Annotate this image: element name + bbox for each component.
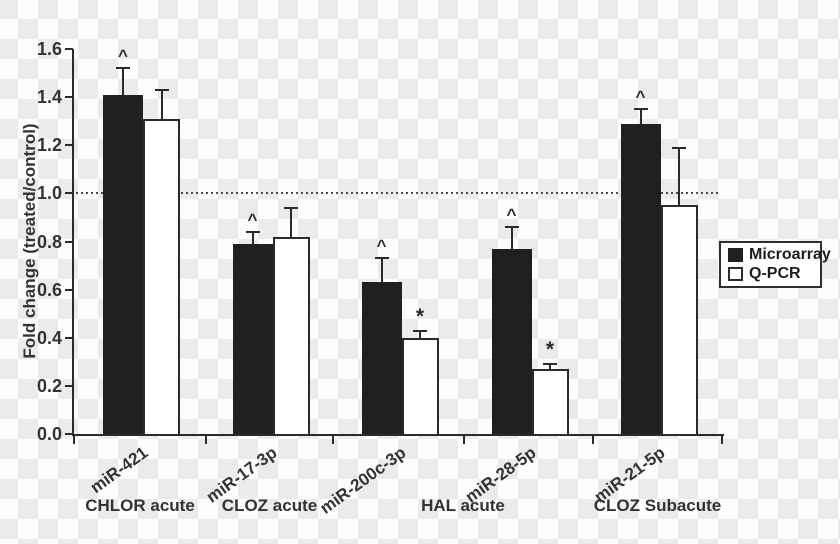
error-bar-stem bbox=[510, 227, 513, 251]
y-tick bbox=[65, 336, 73, 339]
error-bar-stem bbox=[122, 68, 124, 97]
y-tick-label: 0.0 bbox=[36, 424, 62, 444]
annotation-caret: ^ bbox=[376, 236, 387, 256]
y-tick bbox=[65, 192, 73, 195]
error-bar-cap bbox=[245, 230, 260, 233]
annotation-caret: ^ bbox=[635, 87, 646, 107]
condition-label-cloz-subacute: CLOZ Subacute bbox=[593, 496, 722, 515]
bar-microarray-mir-21-5p bbox=[620, 123, 661, 436]
y-tick-label: 0.4 bbox=[36, 327, 62, 348]
x-tick bbox=[592, 436, 594, 444]
error-bar-stem bbox=[678, 147, 680, 208]
y-tick bbox=[65, 288, 73, 291]
category-label-mir-421: miR-421 bbox=[86, 442, 152, 498]
y-tick bbox=[65, 240, 73, 243]
y-tick-label: 1.4 bbox=[36, 87, 62, 108]
condition-label-hal-acute: HAL acute bbox=[421, 496, 505, 515]
error-bar-stem bbox=[251, 231, 254, 246]
legend-item-microarray: Microarray bbox=[728, 246, 831, 263]
x-tick bbox=[205, 436, 207, 444]
error-bar-stem bbox=[549, 364, 551, 372]
error-bar-cap bbox=[672, 146, 686, 149]
bar-microarray-mir-421 bbox=[103, 94, 143, 436]
error-bar-stem bbox=[639, 109, 642, 126]
x-axis-line bbox=[72, 434, 724, 436]
y-axis-title: Fold change (treated/control) bbox=[20, 123, 39, 359]
legend-swatch-microarray bbox=[728, 247, 743, 262]
error-bar-stem bbox=[160, 89, 163, 121]
y-tick bbox=[65, 48, 73, 51]
error-bar-stem bbox=[290, 207, 292, 239]
y-tick-label: 0.6 bbox=[36, 279, 62, 300]
bar-microarray-mir-28-5p bbox=[491, 248, 532, 436]
y-tick bbox=[65, 96, 73, 99]
annotation-caret: ^ bbox=[118, 46, 128, 66]
error-bar-stem bbox=[380, 258, 383, 285]
annotation-star: * bbox=[415, 304, 425, 328]
error-bar-cap bbox=[633, 108, 648, 111]
reference-line bbox=[76, 192, 718, 195]
legend-label-qpcr: Q-PCR bbox=[749, 265, 801, 283]
legend-box: Microarray Q-PCR bbox=[719, 241, 831, 288]
error-bar-cap bbox=[504, 226, 519, 229]
bar-microarray-mir-200c-3p bbox=[361, 282, 402, 436]
x-tick bbox=[332, 436, 334, 444]
y-tick-label: 0.8 bbox=[36, 231, 62, 252]
condition-label-chlor-acute: CHLOR acute bbox=[85, 496, 195, 515]
error-bar-stem bbox=[419, 330, 421, 340]
bar-q-pcr-mir-200c-3p bbox=[401, 337, 439, 436]
annotation-caret: ^ bbox=[247, 209, 258, 229]
error-bar-cap bbox=[116, 67, 130, 70]
y-tick bbox=[65, 144, 73, 147]
x-tick bbox=[463, 436, 465, 444]
error-bar-cap bbox=[543, 363, 557, 366]
bar-q-pcr-mir-421 bbox=[143, 118, 180, 436]
x-tick bbox=[721, 436, 723, 444]
y-tick bbox=[65, 384, 73, 387]
legend-label-microarray: Microarray bbox=[749, 245, 831, 263]
annotation-star: * bbox=[545, 338, 555, 362]
annotation-caret: ^ bbox=[506, 205, 517, 225]
legend-item-qpcr: Q-PCR bbox=[728, 266, 820, 282]
x-tick bbox=[73, 436, 75, 444]
legend-swatch-qpcr bbox=[728, 267, 743, 282]
y-tick-label: 0.2 bbox=[36, 375, 62, 396]
bar-q-pcr-mir-17-3p bbox=[272, 236, 310, 436]
bar-q-pcr-mir-28-5p bbox=[531, 369, 569, 436]
y-axis-line bbox=[72, 49, 74, 436]
y-tick bbox=[65, 433, 73, 435]
y-tick-label: 1.2 bbox=[36, 135, 62, 156]
error-bar-cap bbox=[413, 329, 427, 332]
bar-microarray-mir-17-3p bbox=[232, 243, 273, 436]
y-tick-label: 1.6 bbox=[36, 39, 62, 60]
bar-q-pcr-mir-21-5p bbox=[660, 205, 698, 436]
error-bar-cap bbox=[284, 206, 298, 209]
error-bar-cap bbox=[154, 88, 169, 91]
error-bar-cap bbox=[374, 257, 389, 260]
y-tick-label: 1.0 bbox=[36, 183, 62, 204]
condition-label-cloz-acute: CLOZ acute bbox=[221, 496, 318, 515]
